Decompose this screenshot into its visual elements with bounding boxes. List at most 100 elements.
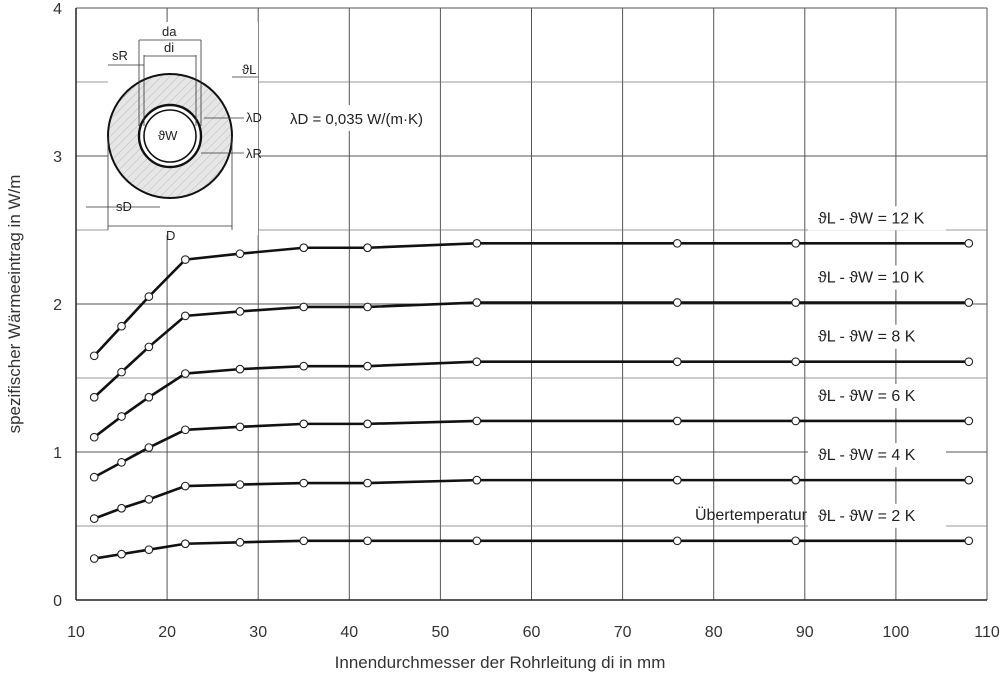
data-point bbox=[117, 503, 126, 513]
data-point bbox=[144, 342, 154, 352]
x-tick-label: 70 bbox=[614, 624, 632, 641]
data-point bbox=[299, 302, 309, 312]
data-point bbox=[89, 472, 99, 482]
series-1 bbox=[89, 298, 974, 402]
data-point bbox=[672, 238, 682, 248]
data-point bbox=[472, 536, 482, 546]
x-axis-label: Innendurchmesser der Rohrleitung di in m… bbox=[335, 653, 666, 672]
inset-label-d: D bbox=[166, 228, 175, 243]
data-point bbox=[144, 495, 154, 504]
inset-label-da: da bbox=[162, 24, 177, 39]
data-point bbox=[235, 307, 245, 316]
data-point bbox=[672, 536, 682, 546]
data-point bbox=[791, 475, 801, 485]
series-label-background bbox=[808, 443, 946, 468]
inset-label-theta-l: ϑL bbox=[242, 62, 256, 77]
data-point bbox=[472, 357, 482, 367]
data-point bbox=[472, 298, 482, 307]
data-point bbox=[964, 298, 974, 307]
data-point bbox=[180, 255, 190, 264]
series-4 bbox=[89, 475, 974, 523]
data-point bbox=[89, 554, 99, 563]
tick-labels: 10 20 30 40 50 60 70 80 90 100 110 0 1 2 3 4 bbox=[53, 1, 1000, 641]
data-point bbox=[117, 549, 126, 559]
x-tick-label: 110 bbox=[974, 624, 1000, 641]
pipe-cross-section-inset: da di sR sD D ϑW ϑL λD λR bbox=[86, 22, 262, 243]
data-point bbox=[235, 537, 245, 547]
data-point bbox=[89, 351, 99, 361]
y-axis-label: spezifischer Wärmeeintrag in W/m bbox=[5, 175, 24, 434]
series-0 bbox=[89, 238, 974, 361]
x-tick-label: 100 bbox=[883, 624, 910, 641]
data-point bbox=[964, 357, 974, 367]
x-tick-label: 30 bbox=[249, 624, 267, 641]
data-point bbox=[363, 243, 372, 253]
series-labels: ϑL - ϑW = 12 K ϑL - ϑW = 10 K ϑL - ϑW = 8 … bbox=[808, 206, 946, 528]
series-label: ϑL - ϑW = 4 K bbox=[818, 447, 916, 464]
pipe-inner-wall bbox=[143, 109, 197, 163]
y-tick-label: 2 bbox=[53, 297, 62, 314]
x-tick-label: 10 bbox=[67, 624, 85, 641]
series-label: ϑL - ϑW = 8 K bbox=[818, 329, 916, 346]
y-tick-label: 3 bbox=[53, 149, 62, 166]
inset-label-lambda-r: λR bbox=[246, 146, 262, 161]
data-point bbox=[117, 321, 126, 331]
data-point bbox=[89, 514, 99, 523]
data-point bbox=[235, 364, 245, 374]
data-point bbox=[472, 238, 482, 248]
data-point bbox=[363, 478, 372, 488]
inset-label-sd: sD bbox=[116, 199, 132, 214]
series-label-background bbox=[808, 265, 946, 290]
inset-label-lambda-d: λD bbox=[246, 110, 262, 125]
data-point bbox=[299, 478, 309, 488]
data-point bbox=[672, 416, 682, 426]
data-point bbox=[144, 392, 154, 402]
data-point bbox=[180, 369, 190, 378]
series-label-background bbox=[808, 503, 946, 528]
data-point bbox=[299, 419, 309, 429]
data-point bbox=[117, 412, 126, 421]
series-5 bbox=[89, 536, 974, 563]
data-point bbox=[180, 425, 190, 435]
data-point bbox=[117, 458, 126, 467]
series-label: ϑL - ϑW = 2 K bbox=[818, 508, 916, 525]
data-point bbox=[363, 361, 372, 371]
data-point bbox=[672, 357, 682, 367]
x-tick-label: 50 bbox=[432, 624, 450, 641]
series-label-background bbox=[808, 383, 946, 408]
data-point bbox=[235, 422, 245, 432]
data-point bbox=[791, 238, 801, 248]
data-point bbox=[791, 357, 801, 367]
data-point bbox=[672, 298, 682, 307]
data-point bbox=[964, 475, 974, 485]
x-tick-label: 20 bbox=[158, 624, 176, 641]
series-label: ϑL - ϑW = 12 K bbox=[818, 210, 925, 227]
data-point bbox=[89, 392, 99, 402]
series-2 bbox=[89, 357, 974, 442]
data-point bbox=[672, 475, 682, 485]
data-point bbox=[235, 249, 245, 259]
data-point bbox=[117, 367, 126, 377]
data-point bbox=[363, 419, 372, 429]
x-tick-label: 80 bbox=[705, 624, 723, 641]
data-point bbox=[144, 545, 154, 555]
data-point bbox=[235, 480, 245, 489]
inset-label-sr: sR bbox=[112, 48, 128, 63]
inset-label-theta-w: ϑW bbox=[158, 128, 178, 143]
data-point bbox=[180, 481, 190, 491]
data-point bbox=[472, 416, 482, 426]
data-point bbox=[964, 536, 974, 546]
y-tick-label: 4 bbox=[53, 1, 62, 18]
series-3 bbox=[89, 416, 974, 482]
series-group bbox=[89, 238, 974, 563]
x-tick-label: 60 bbox=[523, 624, 541, 641]
data-point bbox=[791, 298, 801, 307]
lambda-background bbox=[284, 105, 434, 131]
data-point bbox=[144, 443, 154, 452]
data-point bbox=[964, 416, 974, 426]
y-tick-label: 0 bbox=[53, 593, 62, 610]
data-point bbox=[363, 536, 372, 546]
data-point bbox=[144, 292, 154, 301]
series-label-background bbox=[808, 324, 946, 349]
